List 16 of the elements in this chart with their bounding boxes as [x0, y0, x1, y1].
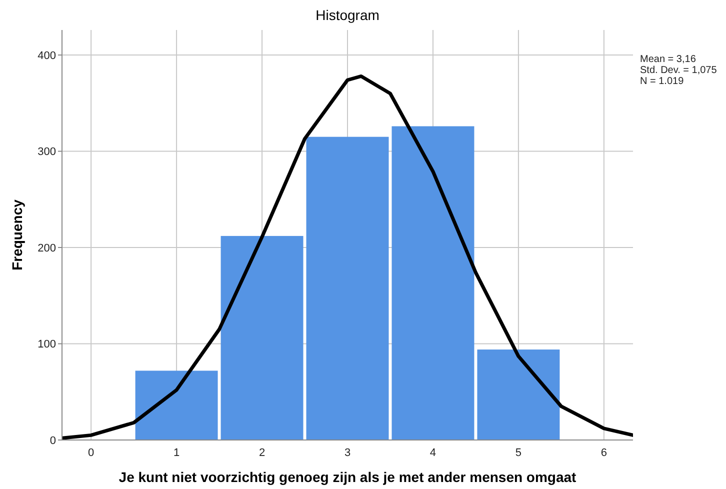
x-tick-label: 4	[430, 447, 436, 459]
x-tick-label: 1	[173, 447, 180, 459]
x-tick-label: 6	[600, 447, 607, 459]
y-axis-title: Frequency	[9, 199, 25, 270]
y-tick-label: 100	[38, 338, 56, 351]
chart-title: Histogram	[316, 7, 380, 23]
text: Mean = 3,16 Std. Dev. = 1,075 N = 1.019	[640, 54, 718, 87]
y-tick-label: 200	[38, 242, 56, 254]
x-tick-label: 3	[344, 447, 351, 459]
x-tick-label: 0	[88, 447, 94, 459]
y-tick-label: 300	[38, 146, 56, 158]
x-axis-title: Je kunt niet voorzichtig genoeg zijn als je met ander mensen omgaat	[118, 469, 577, 485]
x-tick-label: 5	[515, 447, 522, 459]
x-tick-label: 2	[258, 447, 266, 459]
y-tick-label: 400	[38, 50, 56, 62]
y-tick-label: 0	[50, 434, 56, 447]
